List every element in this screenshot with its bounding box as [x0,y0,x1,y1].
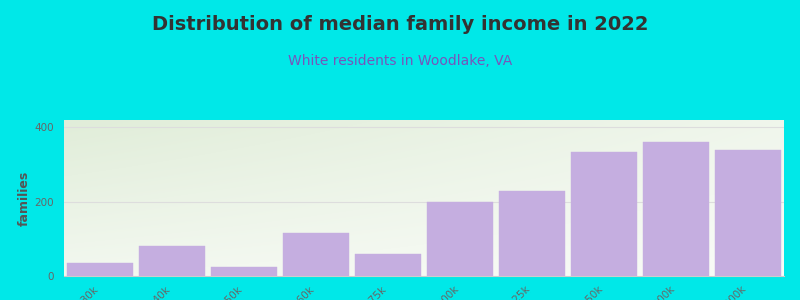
Bar [427,202,493,276]
Bar [67,263,133,276]
Text: Distribution of median family income in 2022: Distribution of median family income in … [152,15,648,34]
Bar [643,142,709,276]
Bar [211,267,277,276]
Y-axis label: families: families [18,170,30,226]
Bar [355,254,421,276]
Bar [571,152,637,276]
Bar [499,190,565,276]
Bar [283,233,349,276]
Text: White residents in Woodlake, VA: White residents in Woodlake, VA [288,54,512,68]
Bar [139,246,205,276]
Bar [715,150,781,276]
